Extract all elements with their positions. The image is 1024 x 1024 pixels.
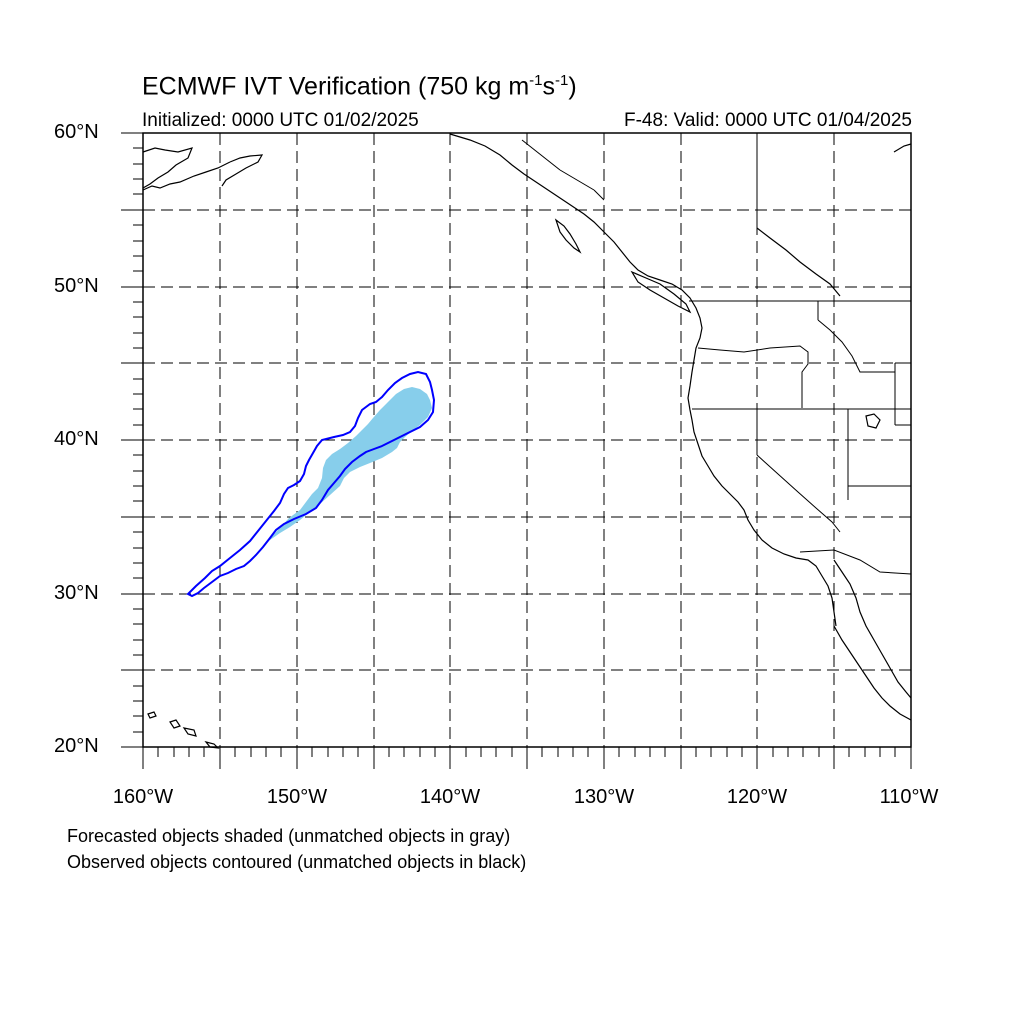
lon-label-160w: 160°W [112,786,174,808]
lon-label-110w: 110°W [879,786,939,808]
lon-label-150w: 150°W [266,786,328,808]
lon-label-120w: 120°W [726,786,788,808]
valid-time: F-48: Valid: 0000 UTC 01/04/2025 [624,110,912,131]
lat-label-40n: 40°N [54,428,99,450]
lat-label-30n: 30°N [54,582,99,604]
legend-observed: Observed objects contoured (unmatched ob… [67,852,527,872]
lon-label-130w: 130°W [573,786,635,808]
grid-lines [143,133,911,747]
initialized-time: Initialized: 0000 UTC 01/02/2025 [142,110,419,131]
lat-label-50n: 50°N [54,275,99,297]
lat-label-60n: 60°N [54,121,99,143]
legend-forecast: Forecasted objects shaded (unmatched obj… [67,826,511,846]
observed-object-contour [186,370,436,598]
lon-label-140w: 140°W [419,786,481,808]
coastlines [142,133,912,749]
political-borders [521,134,912,575]
tick-marks [121,132,912,769]
map-title: ECMWF IVT Verification (750 kg m-1s-1) [142,72,577,101]
lat-label-20n: 20°N [54,735,99,757]
